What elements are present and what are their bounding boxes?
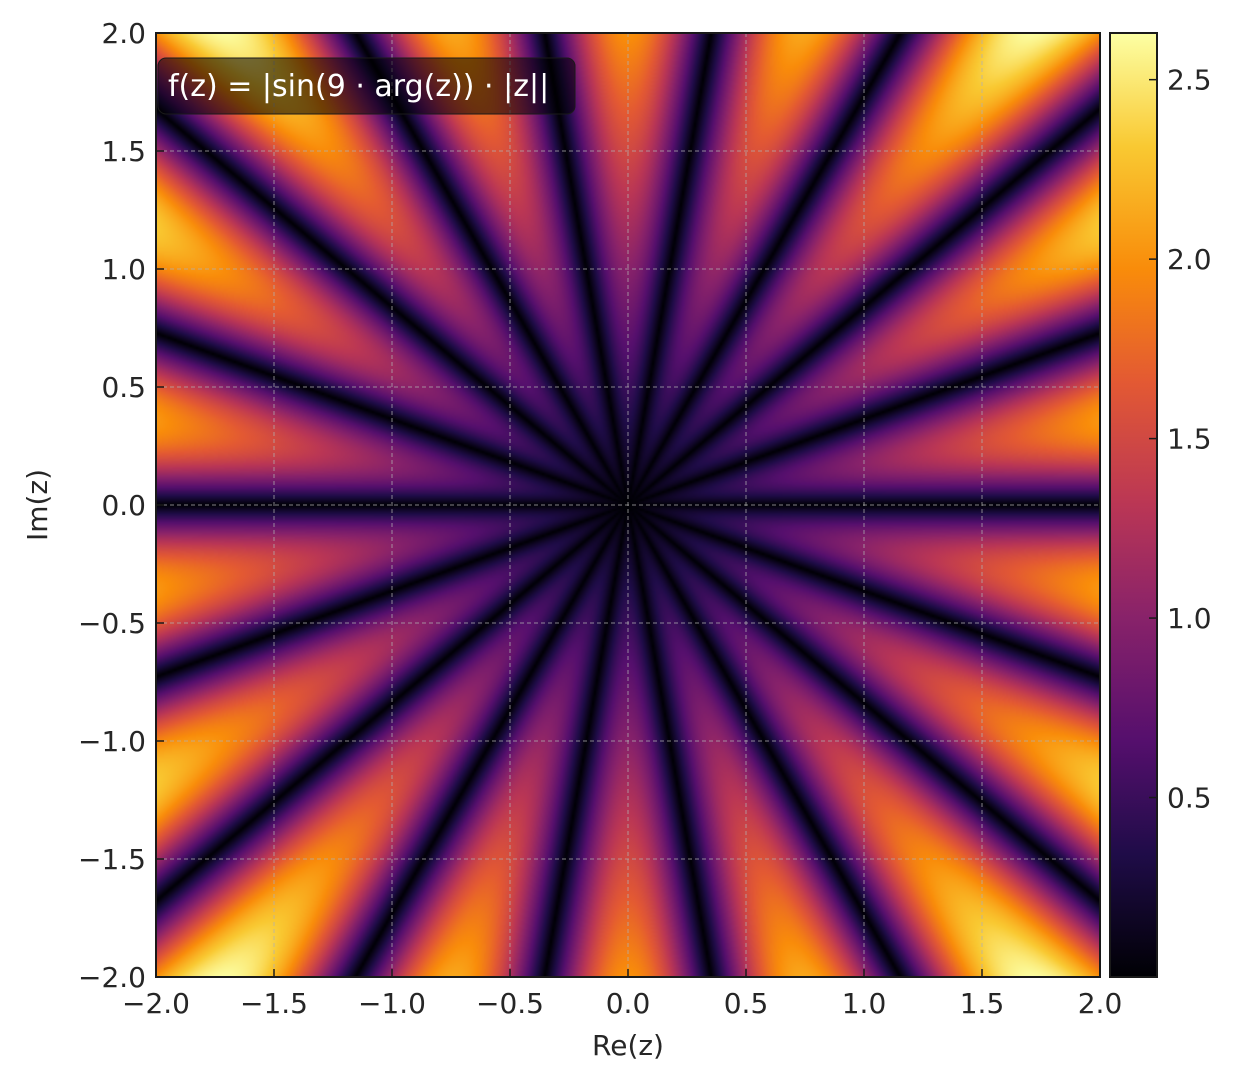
y-tick-label: −0.5 [78,607,146,640]
y-tick-label: −1.5 [78,843,146,876]
x-tick-label: −2.0 [122,987,190,1020]
x-tick-label: 1.5 [960,987,1005,1020]
y-tick-label: 1.0 [101,253,146,286]
x-tick-label: −0.5 [476,987,544,1020]
annotation-box [157,57,576,115]
x-tick-label: 0.0 [606,987,651,1020]
colorbar-frame [1109,32,1158,978]
x-tick-label: 0.5 [724,987,769,1020]
y-axis-label: Im(z) [21,469,54,541]
y-tick-label: −1.0 [78,725,146,758]
annotation-text: f(z) = |sin(9 · arg(z)) · |z|| [168,69,549,104]
colorbar-ticks: 0.5 1.0 1.5 2.0 2.5 [1149,64,1212,815]
colorbar: 0.5 1.0 1.5 2.0 2.5 [1109,32,1212,978]
colorbar-tick-label: 0.5 [1167,782,1212,815]
x-axis: −2.0 −1.5 −1.0 −0.5 0.0 0.5 1.0 1.5 2.0 [122,969,1122,1020]
x-tick-label: −1.5 [240,987,308,1020]
y-tick-label: 0.0 [101,489,146,522]
colorbar-tick-label: 1.5 [1167,423,1212,456]
y-tick-label: −2.0 [78,961,146,994]
formula-annotation: f(z) = |sin(9 · arg(z)) · |z|| [157,57,576,115]
x-tick-label: 2.0 [1078,987,1123,1020]
colorbar-tick-label: 2.5 [1167,64,1212,97]
x-tick-label: 1.0 [842,987,887,1020]
colorbar-tick-label: 1.0 [1167,602,1212,635]
y-axis: −2.0 −1.5 −1.0 −0.5 0.0 0.5 1.0 1.5 2.0 [78,17,164,994]
colorbar-fill [1110,33,1157,977]
x-tick-label: −1.0 [358,987,426,1020]
grid [156,33,1100,977]
x-axis-label: Re(z) [592,1029,664,1062]
y-tick-label: 1.5 [101,135,146,168]
colorbar-tick-label: 2.0 [1167,243,1212,276]
y-tick-label: 2.0 [101,17,146,50]
y-tick-label: 0.5 [101,371,146,404]
